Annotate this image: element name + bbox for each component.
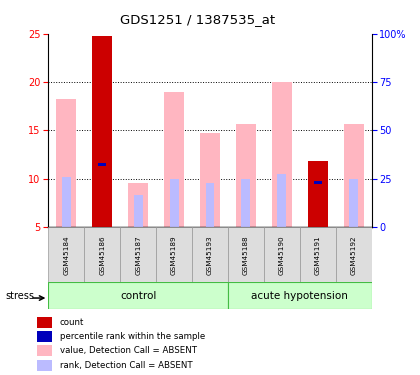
Bar <box>314 181 322 184</box>
Text: GSM45193: GSM45193 <box>207 235 213 275</box>
Bar <box>192 227 228 283</box>
Bar <box>164 92 184 227</box>
Bar <box>278 174 286 227</box>
Bar <box>98 163 106 165</box>
Bar <box>48 227 84 283</box>
Bar <box>272 82 292 227</box>
Text: GSM45184: GSM45184 <box>63 235 69 275</box>
Text: value, Detection Call = ABSENT: value, Detection Call = ABSENT <box>60 346 197 355</box>
Bar <box>308 161 328 227</box>
Bar <box>228 227 264 283</box>
Text: GSM45191: GSM45191 <box>315 235 321 275</box>
Bar <box>228 282 372 309</box>
Bar <box>37 317 52 328</box>
Bar <box>349 178 358 227</box>
Bar <box>241 178 250 227</box>
Bar <box>313 183 322 227</box>
Bar <box>170 178 178 227</box>
Bar <box>92 36 112 227</box>
Bar <box>134 195 142 227</box>
Text: GSM45187: GSM45187 <box>135 235 141 275</box>
Bar <box>344 123 364 227</box>
Text: rank, Detection Call = ABSENT: rank, Detection Call = ABSENT <box>60 361 192 370</box>
Text: stress: stress <box>5 291 34 301</box>
Bar <box>236 123 256 227</box>
Bar <box>37 360 52 370</box>
Bar <box>156 227 192 283</box>
Text: GSM45189: GSM45189 <box>171 235 177 275</box>
Bar <box>200 133 220 227</box>
Bar <box>84 227 120 283</box>
Bar <box>128 183 148 227</box>
Bar <box>336 227 372 283</box>
Bar <box>300 227 336 283</box>
Text: GSM45190: GSM45190 <box>279 235 285 275</box>
Bar <box>37 331 52 342</box>
Text: control: control <box>120 291 156 301</box>
Bar <box>56 99 76 227</box>
Bar <box>205 183 215 227</box>
Text: percentile rank within the sample: percentile rank within the sample <box>60 332 205 341</box>
Bar <box>98 164 107 227</box>
Text: GSM45186: GSM45186 <box>99 235 105 275</box>
Bar <box>120 227 156 283</box>
Text: GSM45192: GSM45192 <box>351 235 357 275</box>
Bar <box>92 36 112 227</box>
Bar <box>62 177 71 227</box>
Text: count: count <box>60 318 84 327</box>
Bar <box>48 282 228 309</box>
Text: acute hypotension: acute hypotension <box>252 291 348 301</box>
Bar <box>264 227 300 283</box>
Bar <box>308 161 328 227</box>
Bar <box>37 345 52 356</box>
Text: GSM45188: GSM45188 <box>243 235 249 275</box>
Text: GDS1251 / 1387535_at: GDS1251 / 1387535_at <box>120 13 275 26</box>
